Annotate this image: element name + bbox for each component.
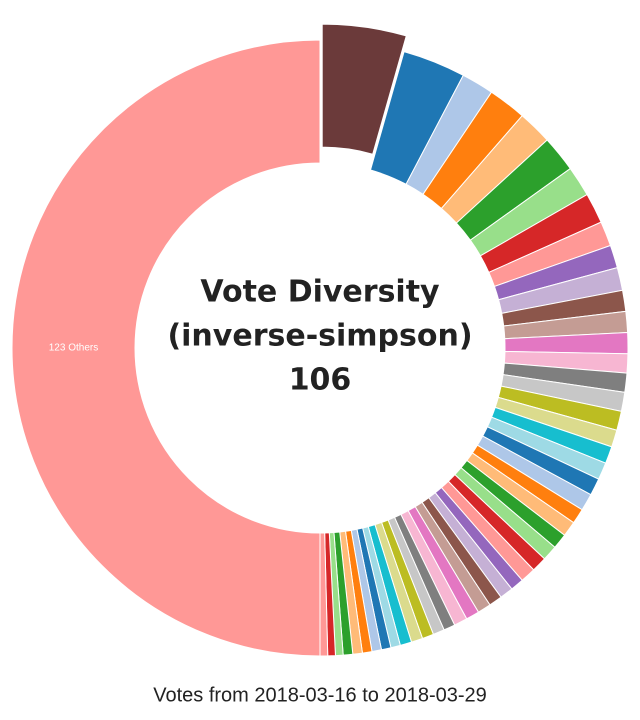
donut bbox=[11, 23, 629, 657]
slice-label: 123 Others bbox=[49, 343, 98, 354]
center-title: Vote Diversity bbox=[200, 275, 440, 310]
slice bbox=[11, 39, 321, 657]
diversity-value: 106 bbox=[289, 363, 352, 398]
subtitle: Votes from 2018-03-16 to 2018-03-29 bbox=[153, 684, 487, 706]
slice bbox=[321, 23, 407, 155]
center-title: (inverse-simpson) bbox=[167, 319, 472, 354]
